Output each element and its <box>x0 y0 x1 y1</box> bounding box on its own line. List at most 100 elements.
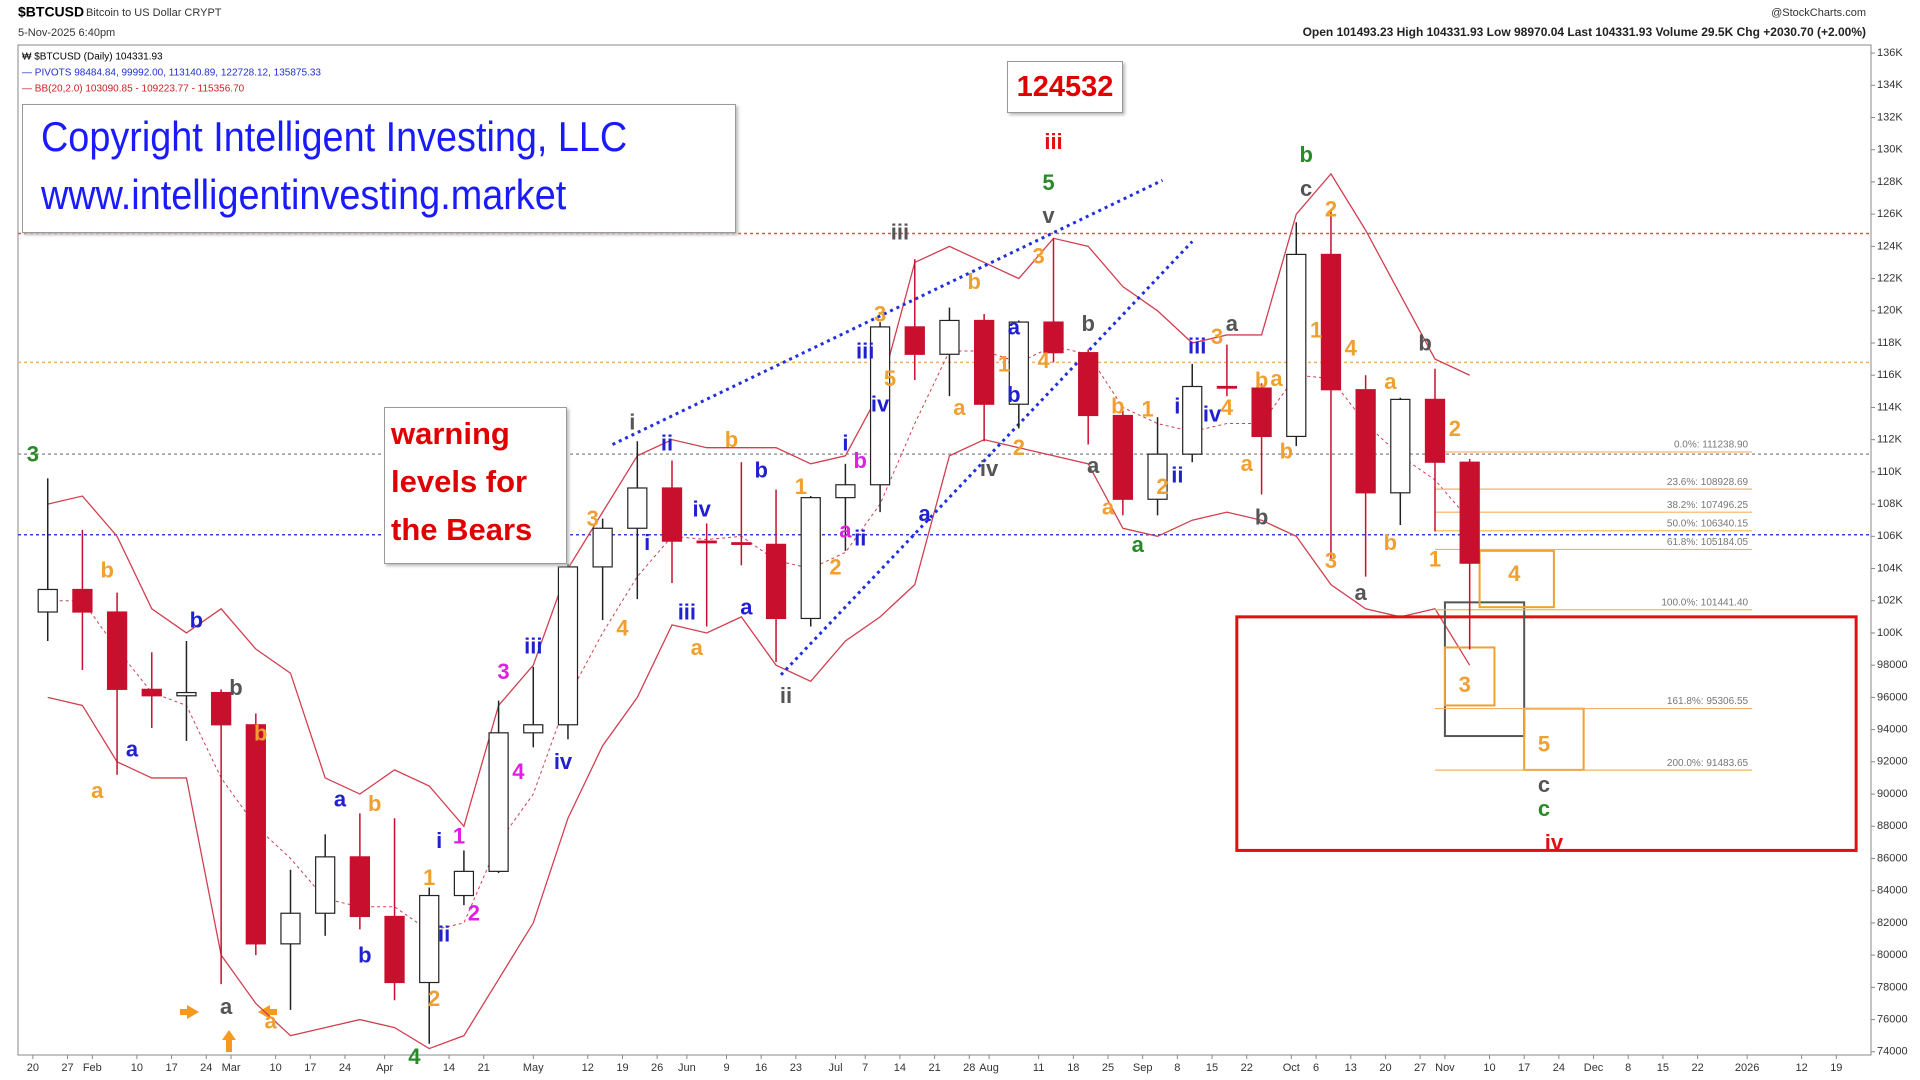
wave-label: a <box>839 517 852 542</box>
arrow-up <box>222 1030 236 1052</box>
wave-label: 3 <box>874 301 886 326</box>
y-tick-label: 76000 <box>1877 1013 1908 1025</box>
fib-label: 200.0%: 91483.65 <box>1667 758 1749 769</box>
wave-label: i <box>644 530 650 555</box>
wave-label: c <box>1300 176 1312 201</box>
wave-label: a <box>1102 495 1115 520</box>
wave-label: ii <box>854 525 866 550</box>
wave-label: b <box>229 675 242 700</box>
target-box <box>1523 707 1585 771</box>
wave-label: b <box>754 458 767 483</box>
wave-label: 1 <box>998 351 1010 376</box>
wave-label: a <box>220 994 233 1019</box>
candle-body <box>245 724 266 945</box>
wave-label: a <box>1384 369 1397 394</box>
x-tick-label: Aug <box>979 1062 999 1074</box>
candle-body <box>453 870 475 897</box>
x-tick-label: 14 <box>443 1062 455 1074</box>
y-tick-label: 100K <box>1877 627 1903 639</box>
x-tick-label: 9 <box>723 1062 729 1074</box>
wave-label: 5 <box>884 366 896 391</box>
candle-body <box>37 588 58 613</box>
candle-body <box>800 497 821 620</box>
wave-label: a <box>953 395 966 420</box>
wave-label: 4 <box>616 616 629 641</box>
wave-label: iv <box>1545 830 1564 855</box>
x-tick-label: Mar <box>222 1062 241 1074</box>
wave-label: ii <box>1171 463 1183 488</box>
wave-label: b <box>254 720 267 745</box>
wave-label: 3 <box>1325 548 1337 573</box>
plot-frame <box>17 44 1872 1056</box>
trend-line <box>779 240 1194 676</box>
y-tick-label: 96000 <box>1877 691 1908 703</box>
candle-body <box>280 912 301 945</box>
wave-label: i <box>842 430 848 455</box>
x-tick-label: 13 <box>1345 1062 1357 1074</box>
x-tick-label: 14 <box>894 1062 906 1074</box>
wave-label: a <box>1132 532 1145 557</box>
warning-box: warning levels for the Bears <box>384 407 567 564</box>
wave-label: b <box>1081 311 1094 336</box>
x-tick-label: 17 <box>1518 1062 1530 1074</box>
wave-label: 2 <box>1449 416 1461 441</box>
wave-label: b <box>1418 330 1431 355</box>
y-tick-label: 110K <box>1877 466 1903 478</box>
candle-body <box>1216 385 1238 389</box>
source: @StockCharts.com <box>1771 7 1866 19</box>
arrow-left <box>258 1005 277 1019</box>
candle-body <box>1078 352 1099 417</box>
copyright-url: www.intelligentinvesting.market <box>41 171 567 218</box>
wave-label: a <box>1087 453 1100 478</box>
wave-label: iv <box>871 392 890 417</box>
y-tick-label: 120K <box>1877 305 1903 317</box>
y-tick-label: 90000 <box>1877 788 1908 800</box>
wave-label: b <box>1007 382 1020 407</box>
x-tick-label: 10 <box>1483 1062 1495 1074</box>
y-tick-label: 112K <box>1877 434 1903 446</box>
x-tick-label: 15 <box>1206 1062 1218 1074</box>
x-tick-label: 18 <box>1067 1062 1079 1074</box>
wave-label: b <box>190 607 203 632</box>
legend-entry: — PIVOTS 98484.84, 99992.00, 113140.89, … <box>22 68 321 79</box>
x-tick-label: Apr <box>376 1062 393 1074</box>
fib-label: 0.0%: 111238.90 <box>1674 440 1749 451</box>
wave-label: a <box>265 1009 278 1034</box>
wave-label: iv <box>1203 401 1222 426</box>
x-tick-label: 22 <box>1691 1062 1703 1074</box>
warning-line: the Bears <box>391 512 533 547</box>
candle-body <box>349 856 371 918</box>
wave-label: 4 <box>1508 561 1521 586</box>
peak-box: 124532 <box>1007 61 1123 113</box>
x-tick-label: Feb <box>83 1062 102 1074</box>
x-tick-label: Sep <box>1133 1062 1153 1074</box>
wave-label: a <box>126 736 139 761</box>
candle-body <box>72 588 93 613</box>
wave-label: iii <box>678 599 696 624</box>
candle-body <box>523 724 544 734</box>
y-tick-label: 130K <box>1877 144 1903 156</box>
wave-label: ii <box>661 430 673 455</box>
x-tick-label: Nov <box>1435 1062 1455 1074</box>
legend-entry: ₩ $BTCUSD (Daily) 104331.93 <box>22 52 163 63</box>
y-tick-label: 128K <box>1877 176 1903 188</box>
wave-label: b <box>725 427 738 452</box>
candle-body <box>661 487 683 542</box>
y-tick-label: 92000 <box>1877 756 1908 768</box>
wave-label: 3 <box>27 442 39 467</box>
wave-label: 2 <box>1013 435 1025 460</box>
candle-body <box>176 691 197 697</box>
y-tick-label: 124K <box>1877 240 1903 252</box>
candle-body <box>141 688 162 697</box>
candle-body <box>869 326 891 486</box>
wave-label: a <box>1270 366 1283 391</box>
y-tick-label: 98000 <box>1877 659 1908 671</box>
candle-body <box>1008 321 1029 405</box>
candle-body <box>210 691 232 726</box>
x-tick-label: 11 <box>1033 1062 1044 1074</box>
x-tick-label: 12 <box>582 1062 594 1074</box>
x-tick-label: Dec <box>1584 1062 1604 1074</box>
fib-label: 161.8%: 95306.55 <box>1667 696 1749 707</box>
x-tick-label: 20 <box>27 1062 39 1074</box>
